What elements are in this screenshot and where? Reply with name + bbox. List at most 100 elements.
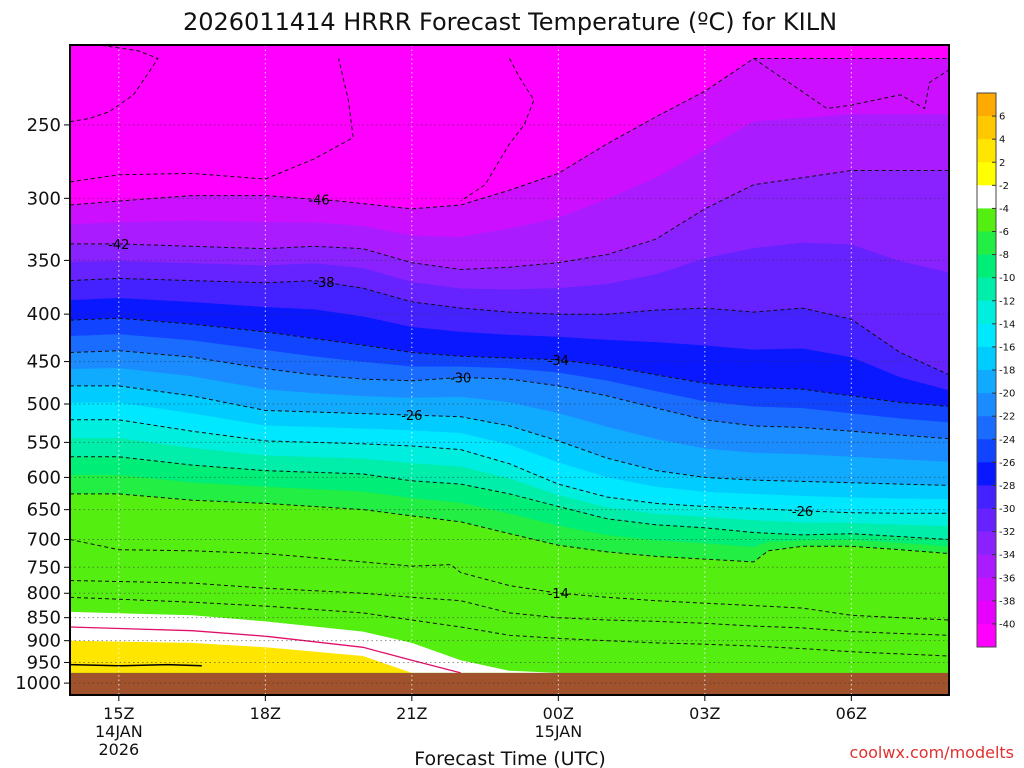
colorbar-swatch bbox=[977, 600, 996, 625]
x-tick-label: 03Z bbox=[689, 704, 720, 723]
x-tick-label: 18Z bbox=[250, 704, 281, 723]
isotherm-label: -46 bbox=[308, 194, 329, 209]
colorbar-swatch bbox=[977, 508, 996, 532]
ground-fill bbox=[70, 672, 949, 695]
colorbar-swatch bbox=[977, 231, 996, 255]
y-tick-label: 800 bbox=[27, 583, 61, 604]
isotherm-line bbox=[70, 493, 949, 563]
colorbar-swatch bbox=[977, 623, 996, 648]
colorbar-label: -10 bbox=[999, 273, 1015, 284]
colorbar-label: -20 bbox=[999, 389, 1015, 400]
isotherm-line bbox=[70, 539, 949, 621]
isotherm-line bbox=[70, 58, 949, 210]
colorbar-swatch bbox=[977, 300, 996, 325]
colorbar-label: -38 bbox=[999, 596, 1015, 607]
credit-link[interactable]: coolwx.com/modelts bbox=[850, 743, 1014, 762]
isotherm-line bbox=[70, 596, 949, 657]
colorbar: 6 4 2 -2 -4 -6 -8 -10 -12 -14 -16 -18 -20 -22 -24 -26 -2… bbox=[976, 92, 1015, 648]
colorbar-label: 2 bbox=[999, 158, 1005, 169]
colorbar-swatch bbox=[977, 323, 996, 348]
y-tick-label: 950 bbox=[27, 652, 61, 673]
colorbar-swatch bbox=[977, 393, 996, 417]
x-tick-label: 00Z bbox=[543, 704, 574, 723]
freezing-line bbox=[70, 626, 461, 674]
isotherm-line bbox=[70, 277, 949, 376]
colorbar-label: -18 bbox=[999, 366, 1015, 377]
colorbar-label: 6 bbox=[999, 112, 1005, 123]
colorbar-swatch bbox=[977, 370, 996, 394]
x-tick-label: 06Z bbox=[836, 704, 867, 723]
y-tick-label: 450 bbox=[27, 352, 61, 373]
isotherm-label: -26 bbox=[401, 409, 422, 424]
isotherm-label: -34 bbox=[548, 354, 569, 369]
colorbar-swatch bbox=[977, 139, 996, 163]
colorbar-swatch bbox=[977, 162, 996, 186]
colorbar-swatch bbox=[977, 208, 996, 232]
colorbar-swatch bbox=[977, 93, 996, 117]
colorbar-swatch bbox=[977, 485, 996, 509]
colorbar-swatch bbox=[977, 462, 996, 486]
isotherm-contours: -46 -42 -38 -34 -30 -26 -26 -14 bbox=[70, 45, 949, 657]
colorbar-swatch bbox=[977, 439, 996, 463]
colorbar-label: -14 bbox=[999, 319, 1015, 330]
y-tick-label: 600 bbox=[27, 467, 61, 488]
plot-area: -46 -42 -38 -34 -30 -26 -26 -14 bbox=[70, 45, 949, 695]
colorbar-label: -4 bbox=[999, 204, 1009, 215]
colorbar-label: -16 bbox=[999, 342, 1015, 353]
colorbar-label: -6 bbox=[999, 227, 1009, 238]
colorbar-label: -30 bbox=[999, 504, 1015, 515]
y-tick-label: 500 bbox=[27, 394, 61, 415]
colorbar-label: -26 bbox=[999, 458, 1015, 469]
grid-lines bbox=[70, 45, 949, 695]
colorbar-swatch bbox=[977, 254, 996, 278]
isotherm-line bbox=[70, 317, 949, 407]
y-tick-label: 850 bbox=[27, 608, 61, 629]
isotherm-line bbox=[70, 350, 949, 440]
colorbar-swatch bbox=[977, 577, 996, 602]
ground-layer bbox=[70, 672, 949, 695]
x-tick-date: 14JAN bbox=[95, 722, 143, 741]
isotherm-label: -26 bbox=[792, 505, 813, 520]
temperature-bands bbox=[70, 58, 949, 695]
colorbar-swatch bbox=[977, 185, 996, 209]
colorbar-label: -2 bbox=[999, 181, 1009, 192]
isotherm-line bbox=[70, 580, 949, 636]
colorbar-label: -40 bbox=[999, 619, 1015, 630]
colorbar-label: -32 bbox=[999, 527, 1015, 538]
colorbar-label: 4 bbox=[999, 135, 1005, 146]
y-tick-label: 650 bbox=[27, 500, 61, 521]
warm-layer bbox=[70, 611, 559, 674]
x-tick-year: 2026 bbox=[98, 740, 139, 759]
isotherm-line bbox=[70, 385, 949, 486]
isotherm-line bbox=[753, 58, 949, 110]
y-tick-label: 550 bbox=[27, 432, 61, 453]
colorbar-label: -22 bbox=[999, 412, 1015, 423]
y-tick-label: 700 bbox=[27, 529, 61, 550]
surface-contour bbox=[70, 663, 202, 667]
colorbar-swatch bbox=[977, 116, 996, 140]
isotherm-label: -38 bbox=[313, 276, 334, 291]
isotherm-line bbox=[70, 170, 949, 271]
isotherm-label: -42 bbox=[108, 238, 129, 253]
colorbar-label: -24 bbox=[999, 435, 1015, 446]
y-tick-label: 900 bbox=[27, 631, 61, 652]
y-tick-label: 300 bbox=[27, 188, 61, 209]
isotherm-line bbox=[70, 419, 949, 514]
colorbar-label: -8 bbox=[999, 250, 1009, 261]
y-tick-label: 750 bbox=[27, 557, 61, 578]
y-tick-label: 350 bbox=[27, 250, 61, 271]
y-tick-label: 250 bbox=[27, 115, 61, 136]
plot-frame bbox=[69, 44, 950, 696]
y-axis: 2503003504004505005506006507007508008509… bbox=[15, 115, 70, 694]
isotherm-line bbox=[460, 58, 535, 202]
x-tick-label: 15Z bbox=[103, 704, 134, 723]
isotherm-label: -14 bbox=[548, 587, 569, 602]
x-axis-label: Forecast Time (UTC) bbox=[414, 748, 605, 768]
colorbar-swatch bbox=[977, 277, 996, 302]
x-tick-date: 15JAN bbox=[534, 722, 582, 741]
colorbar-label: -34 bbox=[999, 550, 1015, 561]
colorbar-label: -12 bbox=[999, 296, 1015, 307]
colorbar-label: -36 bbox=[999, 573, 1015, 584]
